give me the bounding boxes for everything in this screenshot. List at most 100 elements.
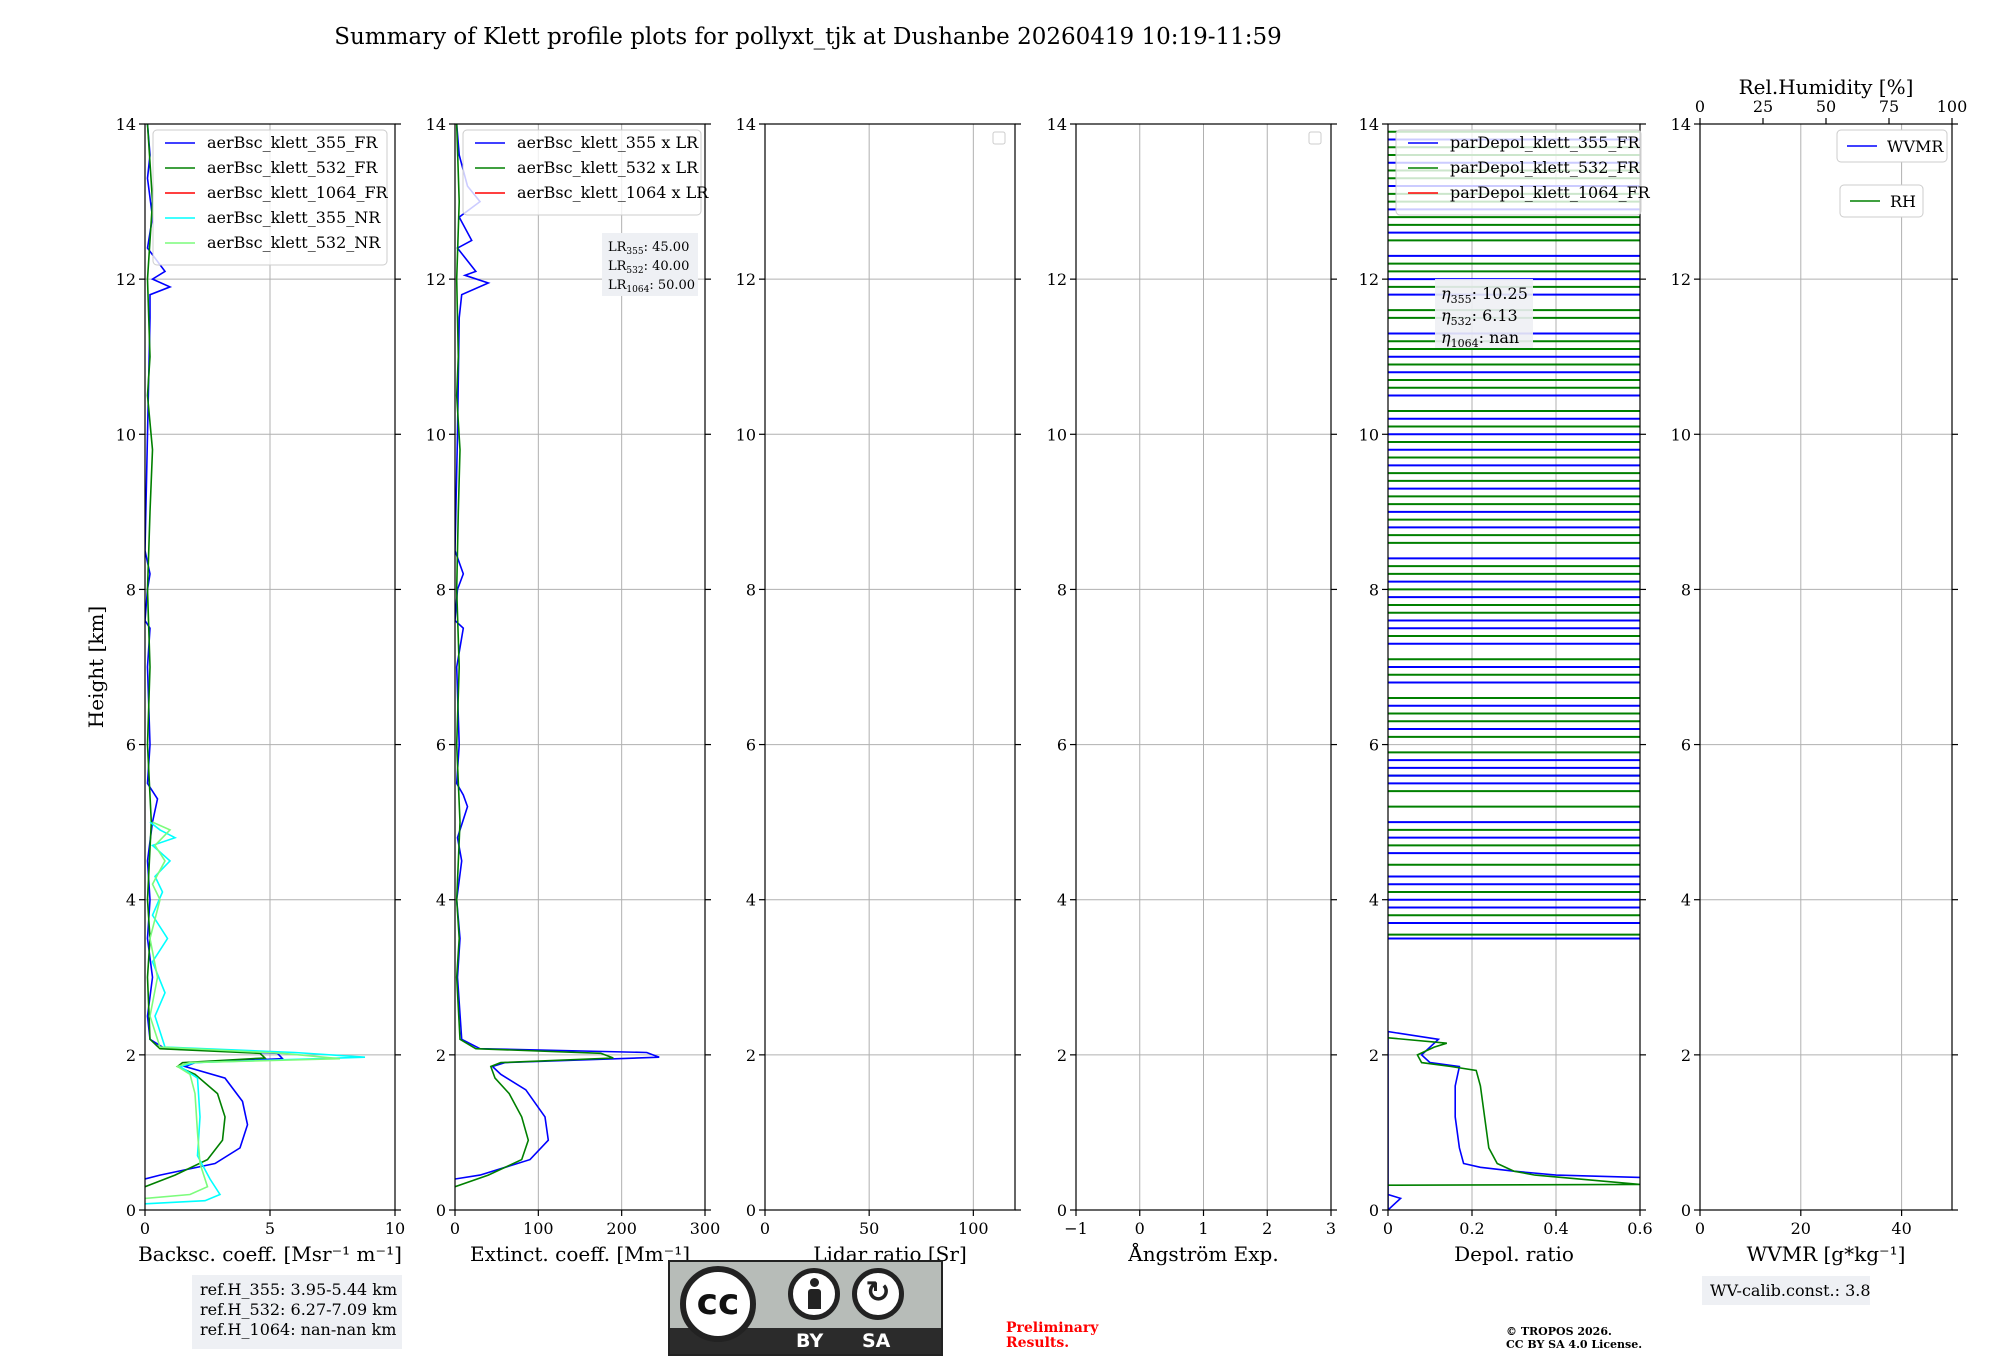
panel-dep: 0 0.2 0.4 0.6 0 2 4 6 8 10 12 14 Depol. ratio parDepo… xyxy=(1359,115,1653,1266)
y-tick-label: 0 xyxy=(1369,1201,1379,1220)
panel-bsc: 0 5 10 0 2 4 6 8 10 12 14 Backsc. coeff. [Msr⁻¹ m⁻¹… xyxy=(84,115,405,1266)
y-tick-label: 2 xyxy=(746,1046,756,1065)
eta-annotation-1064: η1064: nan xyxy=(1441,328,1519,350)
legend-label: parDepol_klett_1064_FR xyxy=(1450,183,1651,202)
y-tick-label: 4 xyxy=(126,891,136,910)
data-layer xyxy=(455,124,660,1188)
legend-box xyxy=(152,129,388,266)
y-tick-label: 14 xyxy=(736,115,756,134)
x-tick-label: 0 xyxy=(1383,1219,1393,1238)
legend-box xyxy=(1395,129,1642,216)
axes-frame xyxy=(764,123,1016,1211)
share-alike-icon xyxy=(852,1268,904,1320)
x-tick-label: 0 xyxy=(140,1219,150,1238)
x-tick-label: −1 xyxy=(1064,1219,1088,1238)
y-tick-label: 14 xyxy=(116,115,136,134)
eta-annotation-box xyxy=(1435,279,1533,348)
x-tick-label: 20 xyxy=(1791,1219,1811,1238)
x2-tick-label: 0 xyxy=(1695,97,1705,116)
y-tick-label: 12 xyxy=(1047,270,1067,289)
y-tick-label: 8 xyxy=(1369,580,1379,599)
y-tick-label: 8 xyxy=(1057,580,1067,599)
y-tick-label: 0 xyxy=(746,1201,756,1220)
y-tick-label: 14 xyxy=(1359,115,1379,134)
data-layer xyxy=(145,124,366,1205)
legend-label: aerBsc_klett_532_NR xyxy=(207,233,381,252)
y-tick-label: 6 xyxy=(1057,736,1067,755)
y-tick-label: 2 xyxy=(1057,1046,1067,1065)
legend-label: RH xyxy=(1890,192,1916,211)
y-tick-label: 2 xyxy=(436,1046,446,1065)
x-axis-label: WVMR [g*kg⁻¹] xyxy=(1747,1242,1906,1266)
copyright-note: © TROPOS 2026. CC BY SA 4.0 License. xyxy=(1506,1325,1642,1351)
y-tick-label: 10 xyxy=(1359,425,1379,444)
ref-height-1064: ref.H_1064: nan-nan km xyxy=(200,1320,396,1339)
y-tick-label: 8 xyxy=(1681,580,1691,599)
series-line-aerBsc_klett_355_NR xyxy=(145,821,366,1205)
cc-license-badge: cc BY SA xyxy=(668,1260,943,1356)
y-tick-label: 4 xyxy=(1369,891,1379,910)
x-tick-label: 100 xyxy=(958,1219,989,1238)
legend-box xyxy=(1836,129,1948,163)
copyright-line-1: © TROPOS 2026. xyxy=(1506,1325,1612,1338)
x-tick-label: 3 xyxy=(1326,1219,1336,1238)
x-axis-label: Extinct. coeff. [Mm⁻¹] xyxy=(470,1242,690,1266)
x-tick-label: 100 xyxy=(523,1219,554,1238)
x-tick-label: 40 xyxy=(1891,1219,1911,1238)
y-tick-label: 14 xyxy=(426,115,446,134)
x-tick-label: 200 xyxy=(606,1219,637,1238)
x-tick-label: 300 xyxy=(690,1219,721,1238)
eta-annotation-355: η355: 10.25 xyxy=(1441,284,1528,306)
y-tick-label: 6 xyxy=(126,736,136,755)
lr-annotation-box xyxy=(602,233,698,296)
axes-frame xyxy=(1387,123,1641,1211)
legend-label: parDepol_klett_355_FR xyxy=(1450,133,1641,152)
series-line-aerBsc_klett_532 x LR xyxy=(455,124,614,1188)
y-tick-label: 4 xyxy=(1681,891,1691,910)
legend-box xyxy=(1839,184,1924,218)
panel-ext: 0 100 200 300 0 2 4 6 8 10 12 14 Extinct. coeff. [Mm… xyxy=(426,115,721,1266)
y-tick-label: 0 xyxy=(1057,1201,1067,1220)
y-tick-label: 4 xyxy=(436,891,446,910)
y-tick-label: 10 xyxy=(736,425,756,444)
legend-label: aerBsc_klett_532_FR xyxy=(207,158,378,177)
wv-calib-text: WV-calib.const.: 3.8 xyxy=(1710,1281,1871,1300)
x-tick-label: 0 xyxy=(450,1219,460,1238)
preliminary-note: Preliminary Results. xyxy=(1006,1320,1099,1351)
y-tick-label: 2 xyxy=(1681,1046,1691,1065)
series-line-parDepol_klett_532_FR xyxy=(1388,1037,1640,1186)
x2-tick-label: 100 xyxy=(1937,97,1968,116)
y-tick-label: 12 xyxy=(426,270,446,289)
legend-label: WVMR xyxy=(1887,137,1944,156)
by-person-icon xyxy=(788,1268,840,1320)
eta-annotation-532: η532: 6.13 xyxy=(1441,306,1518,328)
lr-annotation-355: LR355: 45.00 xyxy=(608,240,689,257)
x-tick-label: 0 xyxy=(1695,1219,1705,1238)
y-tick-label: 12 xyxy=(736,270,756,289)
license-by-text: BY xyxy=(796,1330,824,1352)
y-tick-label: 0 xyxy=(1681,1201,1691,1220)
legend-label: aerBsc_klett_355_NR xyxy=(207,208,381,227)
wv-calib-box: WV-calib.const.: 3.8 xyxy=(1702,1276,1871,1305)
y-tick-label: 0 xyxy=(126,1201,136,1220)
series-line-aerBsc_klett_355_FR xyxy=(145,124,285,1180)
x-axis-label: Ångström Exp. xyxy=(1127,1241,1278,1266)
y-tick-label: 2 xyxy=(126,1046,136,1065)
series-line-aerBsc_klett_532_NR xyxy=(145,821,341,1200)
legend-box xyxy=(462,129,702,216)
figure-title: Summary of Klett profile plots for polly… xyxy=(334,24,1282,50)
legend-label: aerBsc_klett_1064 x LR xyxy=(517,183,709,202)
preliminary-line-1: Preliminary xyxy=(1006,1320,1099,1336)
x-tick-label: 0.2 xyxy=(1459,1219,1484,1238)
y-tick-label: 8 xyxy=(746,580,756,599)
series-line-aerBsc_klett_532_FR xyxy=(145,124,267,1188)
panel-wv: 0 20 40 0 2 4 6 8 10 12 14 WVMR [g*kg⁻¹] 0 25 50 75 100 R… xyxy=(1671,75,1968,1266)
ref-heights-bg xyxy=(192,1275,402,1349)
legend-label: aerBsc_klett_355 x LR xyxy=(517,133,699,152)
y-tick-label: 6 xyxy=(1681,736,1691,755)
wv-calib-bg xyxy=(1702,1276,1870,1305)
y-tick-label: 12 xyxy=(1671,270,1691,289)
lr-annotation-1064: LR1064: 50.00 xyxy=(608,278,695,295)
